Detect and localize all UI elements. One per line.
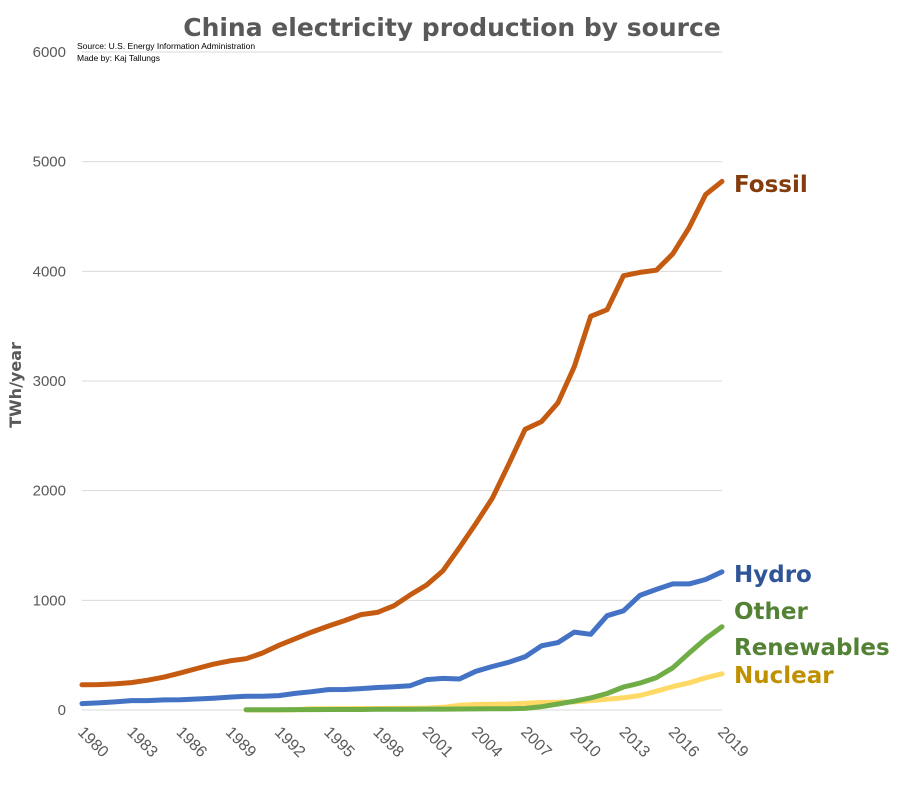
y-tick-label: 0 [58,702,66,719]
x-tick-label: 2013 [616,724,653,761]
y-tick-label: 4000 [33,263,66,280]
series-line-other [243,624,725,713]
chart-title: China electricity production by source [183,13,721,42]
gridlines [82,51,722,711]
y-tick-label: 5000 [33,154,66,171]
y-axis-label: TWh/year [6,342,25,428]
x-tick-label: 2007 [517,724,554,761]
y-tick-label: 1000 [33,592,66,609]
label-other: Other [734,599,809,625]
x-tick-label: 1998 [370,724,407,761]
x-tick-label: 2019 [714,724,751,761]
series-lines [79,178,725,713]
author-line: Made by: Kaj Tallungs [77,53,160,63]
x-tick-label: 1989 [222,724,259,761]
x-tick-label: 1983 [123,724,160,761]
x-tick-label: 2001 [419,724,456,761]
x-axis-ticks: 1980 1983 1986 1989 1992 1995 1998 2001 2004 2007… [74,724,751,761]
x-tick-label: 2010 [566,724,603,761]
source-line: Source: U.S. Energy Information Administ… [77,41,255,51]
series-line-fossil [79,178,725,688]
x-tick-label: 2016 [665,724,702,761]
x-tick-label: 1980 [74,724,111,761]
y-tick-label: 3000 [33,373,66,390]
label-nuclear: Nuclear [734,663,834,689]
x-tick-label: 1986 [173,724,210,761]
y-tick-label: 6000 [33,44,66,61]
series-line-hydro [79,569,725,707]
label-hydro: Hydro [734,562,812,588]
label-renewables: Renewables [734,635,890,661]
y-tick-label: 2000 [33,483,66,500]
x-tick-label: 1995 [320,724,357,761]
x-tick-label: 1992 [271,724,308,761]
y-axis-ticks: 0 1000 2000 3000 4000 5000 6000 [33,44,66,719]
x-tick-label: 2004 [468,724,505,761]
label-fossil: Fossil [734,172,808,198]
